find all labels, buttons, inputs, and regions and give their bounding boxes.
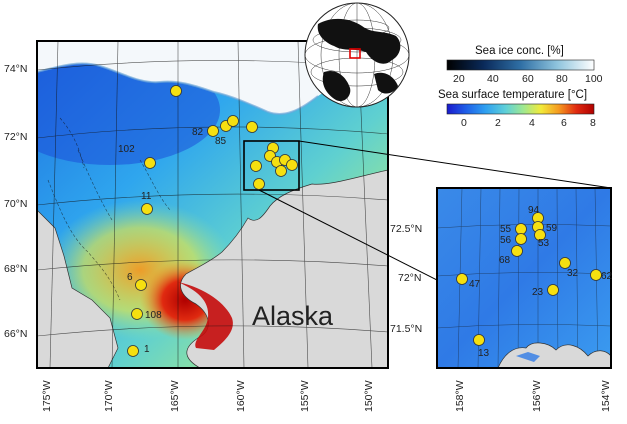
main-lat-labels: 74°N 72°N 70°N 68°N 66°N [4, 63, 27, 340]
station-label: 11 [141, 191, 152, 202]
station-marker[interactable] [141, 203, 153, 215]
station-marker[interactable] [286, 159, 298, 171]
main-map-frame [36, 40, 389, 369]
station-label: 68 [499, 255, 511, 266]
station-label: 53 [538, 238, 550, 249]
svg-text:175°W: 175°W [41, 380, 53, 412]
svg-text:158°W: 158°W [454, 380, 466, 412]
svg-text:160°W: 160°W [235, 380, 247, 412]
svg-text:40: 40 [487, 73, 499, 85]
station-marker[interactable] [246, 121, 258, 133]
station-marker[interactable] [227, 115, 239, 127]
main-station-labels: 102 11 6 108 1 82 85 [118, 127, 227, 355]
main-stations [127, 85, 298, 357]
svg-text:80: 80 [556, 73, 568, 85]
station-label: 23 [532, 287, 544, 298]
station-marker[interactable] [456, 273, 468, 285]
svg-text:72.5°N: 72.5°N [390, 223, 422, 235]
station-marker[interactable] [559, 257, 571, 269]
station-marker[interactable] [547, 284, 559, 296]
svg-text:6: 6 [561, 117, 567, 129]
svg-text:150°W: 150°W [363, 380, 375, 412]
station-marker[interactable] [590, 269, 602, 281]
station-marker[interactable] [473, 334, 485, 346]
inset-land [497, 342, 611, 368]
ice-colorbar-ticks: 20 40 60 80 100 [453, 73, 603, 85]
svg-text:74°N: 74°N [4, 63, 27, 75]
station-marker[interactable] [127, 345, 139, 357]
station-label: 1 [144, 344, 150, 355]
station-marker[interactable] [135, 279, 147, 291]
sst-colorbar-ticks: 0 2 4 6 8 [461, 117, 596, 129]
inset-stations [456, 212, 602, 346]
station-marker[interactable] [515, 233, 527, 245]
region-label: Alaska [252, 301, 334, 331]
svg-text:100: 100 [585, 73, 603, 85]
svg-text:71.5°N: 71.5°N [390, 323, 422, 335]
sea-ice-edge [37, 62, 319, 115]
station-marker[interactable] [207, 125, 219, 137]
station-label: 59 [546, 223, 558, 234]
station-label: 82 [192, 127, 204, 138]
station-label: 102 [118, 144, 135, 155]
station-marker[interactable] [131, 308, 143, 320]
inset-lagoon [516, 352, 540, 362]
svg-text:72°N: 72°N [398, 272, 421, 284]
station-label: 56 [500, 235, 512, 246]
svg-text:156°W: 156°W [531, 380, 543, 412]
svg-text:66°N: 66°N [4, 328, 27, 340]
svg-text:4: 4 [529, 117, 535, 129]
ice-colorbar [446, 59, 595, 71]
ice-colorbar-title: Sea ice conc. [%] [475, 45, 564, 57]
inset-map: 94 55 59 56 53 68 32 62 47 23 13 72.5°N … [390, 187, 613, 412]
main-lon-labels: 175°W 170°W 165°W 160°W 155°W 150°W [41, 380, 375, 412]
svg-text:20: 20 [453, 73, 465, 85]
sst-colorbar-title: Sea surface temperature [°C] [438, 89, 587, 101]
inset-lon-labels: 158°W 156°W 154°W [454, 380, 612, 412]
inset-lat-labels: 72.5°N 72°N 71.5°N [390, 223, 422, 335]
inset-location-box [243, 140, 300, 191]
station-label: 32 [567, 268, 579, 279]
station-label: 108 [145, 310, 162, 321]
station-marker[interactable] [253, 178, 265, 190]
svg-text:2: 2 [495, 117, 501, 129]
station-marker[interactable] [534, 229, 546, 241]
station-label: 6 [127, 272, 133, 283]
inset-station-labels: 94 55 59 56 53 68 32 62 47 23 13 [469, 205, 613, 359]
sea-ice-area [37, 41, 388, 115]
land-siberia [37, 209, 119, 368]
station-marker[interactable] [275, 165, 287, 177]
station-marker[interactable] [250, 160, 262, 172]
bathymetry-contours [47, 117, 171, 301]
station-label: 47 [469, 279, 481, 290]
svg-text:68°N: 68°N [4, 263, 27, 275]
inset-map-frame [436, 187, 612, 369]
svg-text:8: 8 [590, 117, 596, 129]
station-label: 94 [528, 205, 540, 216]
svg-text:154°W: 154°W [600, 380, 612, 412]
globe-locator [304, 2, 410, 108]
norton-sound-hot [178, 282, 233, 350]
legend: Sea ice conc. [%] 20 40 60 80 100 Sea su… [438, 45, 603, 129]
station-marker[interactable] [170, 85, 182, 97]
station-label: 62 [601, 271, 613, 282]
station-marker[interactable] [144, 157, 156, 169]
svg-text:72°N: 72°N [4, 131, 27, 143]
station-label: 13 [478, 348, 490, 359]
svg-text:155°W: 155°W [299, 380, 311, 412]
station-label: 55 [500, 224, 512, 235]
station-marker[interactable] [515, 223, 527, 235]
station-marker[interactable] [511, 245, 523, 257]
station-label: 85 [215, 136, 227, 147]
svg-text:70°N: 70°N [4, 198, 27, 210]
svg-text:0: 0 [461, 117, 467, 129]
svg-text:60: 60 [522, 73, 534, 85]
globe-study-area-box [349, 48, 361, 59]
sst-colorbar [446, 103, 595, 115]
svg-text:170°W: 170°W [103, 380, 115, 412]
svg-text:165°W: 165°W [169, 380, 181, 412]
